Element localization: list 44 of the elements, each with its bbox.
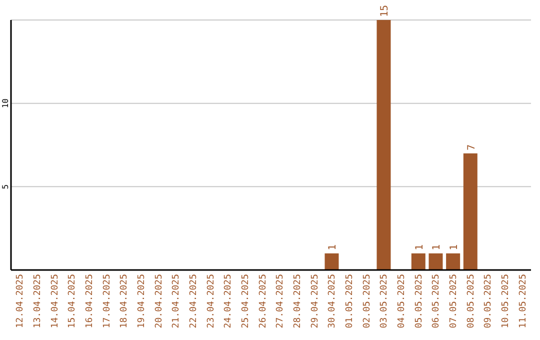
x-tick-label: 09.05.2025 (484, 274, 494, 328)
bar (463, 153, 478, 270)
x-tick-label: 13.04.2025 (33, 274, 43, 328)
x-tick-label: 11.05.2025 (518, 274, 528, 328)
x-tick-label: 23.04.2025 (206, 274, 216, 328)
x-tick-label: 27.04.2025 (276, 274, 286, 328)
bar (411, 253, 426, 270)
bar (446, 253, 460, 270)
x-tick-label: 28.04.2025 (293, 274, 303, 328)
x-tick-label: 08.05.2025 (466, 274, 476, 328)
x-tick-label: 24.04.2025 (224, 274, 234, 328)
data-label: 1 (432, 244, 443, 250)
x-tick-label: 07.05.2025 (449, 274, 459, 328)
data-label: 1 (328, 244, 339, 250)
data-label: 7 (466, 144, 478, 150)
x-tick-label: 30.04.2025 (328, 274, 338, 328)
x-tick-label: 03.05.2025 (380, 274, 390, 328)
x-tick-label: 10.05.2025 (501, 274, 511, 328)
x-tick-label: 01.05.2025 (345, 274, 355, 328)
x-tick-label: 21.04.2025 (172, 274, 182, 328)
y-tick-label: 5 (1, 184, 10, 190)
x-tick-label: 17.04.2025 (102, 274, 112, 328)
x-tick-label: 16.04.2025 (85, 274, 95, 328)
x-tick-label: 04.05.2025 (397, 274, 407, 328)
x-tick-label: 18.04.2025 (120, 274, 130, 328)
y-tick-label: 10 (1, 98, 10, 108)
bar (376, 20, 391, 270)
x-tick-label: 05.05.2025 (414, 274, 424, 328)
x-tick-label: 20.04.2025 (154, 274, 164, 328)
x-tick-label: 25.04.2025 (241, 274, 251, 328)
x-tick-label: 26.04.2025 (258, 274, 268, 328)
x-tick-label: 14.04.2025 (50, 274, 60, 328)
bar (428, 253, 443, 270)
data-label: 1 (449, 244, 460, 250)
x-tick-label: 29.04.2025 (310, 274, 320, 328)
data-label: 15 (380, 4, 391, 17)
data-label: 1 (414, 244, 426, 250)
x-tick-label: 19.04.2025 (137, 274, 147, 328)
x-tick-label: 15.04.2025 (68, 274, 78, 328)
x-tick-label: 06.05.2025 (432, 274, 442, 328)
bar (324, 253, 339, 270)
x-tick-label: 12.04.2025 (16, 274, 26, 328)
x-tick-label: 02.05.2025 (362, 274, 372, 328)
x-tick-label: 22.04.2025 (189, 274, 199, 328)
